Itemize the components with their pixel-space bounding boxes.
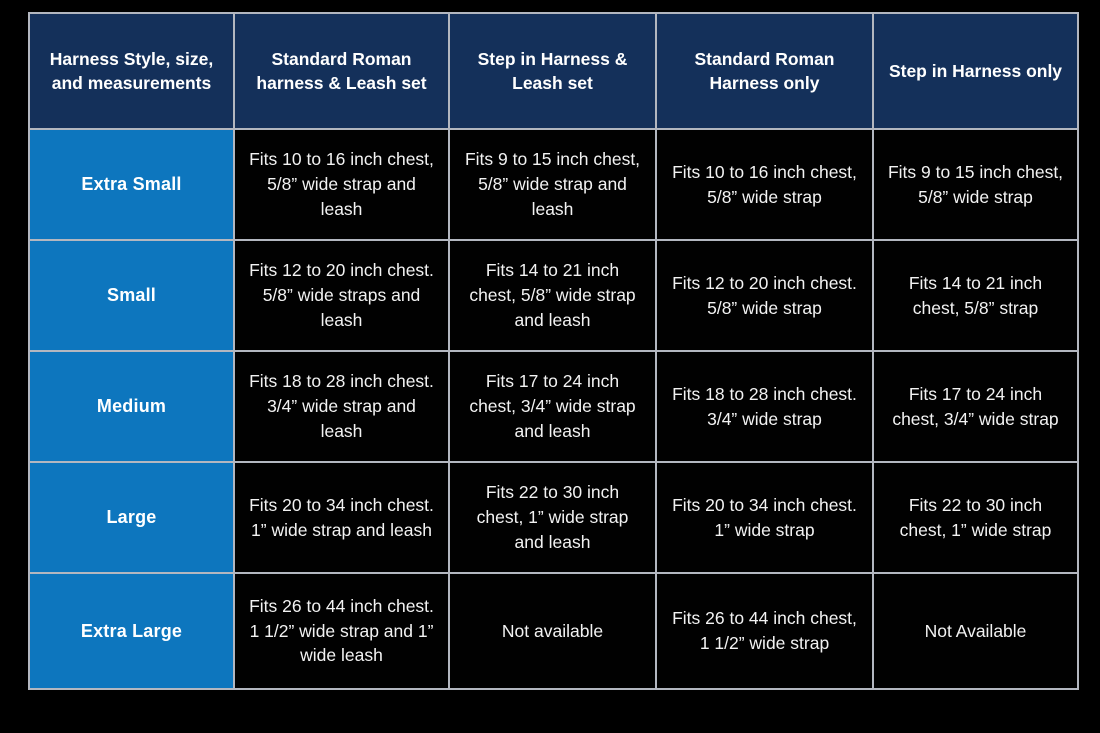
harness-size-chart: Harness Style, size, and measurements St…	[28, 12, 1079, 690]
measurement-cell: Fits 18 to 28 inch chest. 3/4” wide stra…	[233, 350, 450, 463]
size-label-extra-large: Extra Large	[28, 572, 235, 690]
measurement-cell: Fits 17 to 24 inch chest, 3/4” wide stra…	[872, 350, 1079, 463]
column-header-stepin-only: Step in Harness only	[872, 12, 1079, 130]
header-row: Harness Style, size, and measurements St…	[28, 12, 1079, 130]
column-header-roman-only: Standard Roman Harness only	[655, 12, 874, 130]
measurement-cell: Fits 20 to 34 inch chest. 1” wide strap	[655, 461, 874, 574]
measurement-cell: Fits 9 to 15 inch chest, 5/8” wide strap	[872, 128, 1079, 241]
table-row-extra-small: Extra Small Fits 10 to 16 inch chest, 5/…	[28, 128, 1079, 241]
measurement-cell: Fits 26 to 44 inch chest. 1 1/2” wide st…	[233, 572, 450, 690]
table-row-extra-large: Extra Large Fits 26 to 44 inch chest. 1 …	[28, 572, 1079, 690]
measurement-cell: Not Available	[872, 572, 1079, 690]
table-row-large: Large Fits 20 to 34 inch chest. 1” wide …	[28, 461, 1079, 574]
table-row-medium: Medium Fits 18 to 28 inch chest. 3/4” wi…	[28, 350, 1079, 463]
measurement-cell: Fits 12 to 20 inch chest. 5/8” wide stra…	[655, 239, 874, 352]
measurement-cell: Fits 17 to 24 inch chest, 3/4” wide stra…	[448, 350, 657, 463]
size-label-medium: Medium	[28, 350, 235, 463]
measurement-cell: Fits 10 to 16 inch chest, 5/8” wide stra…	[233, 128, 450, 241]
size-label-extra-small: Extra Small	[28, 128, 235, 241]
measurement-cell: Fits 22 to 30 inch chest, 1” wide strap	[872, 461, 1079, 574]
table-row-small: Small Fits 12 to 20 inch chest. 5/8” wid…	[28, 239, 1079, 352]
measurement-cell: Fits 10 to 16 inch chest, 5/8” wide stra…	[655, 128, 874, 241]
column-header-roman-leash-set: Standard Roman harness & Leash set	[233, 12, 450, 130]
measurement-cell: Not available	[448, 572, 657, 690]
column-header-style-size: Harness Style, size, and measurements	[28, 12, 235, 130]
measurement-cell: Fits 12 to 20 inch chest. 5/8” wide stra…	[233, 239, 450, 352]
measurement-cell: Fits 18 to 28 inch chest. 3/4” wide stra…	[655, 350, 874, 463]
measurement-cell: Fits 20 to 34 inch chest. 1” wide strap …	[233, 461, 450, 574]
measurement-cell: Fits 22 to 30 inch chest, 1” wide strap …	[448, 461, 657, 574]
measurement-cell: Fits 26 to 44 inch chest, 1 1/2” wide st…	[655, 572, 874, 690]
measurement-cell: Fits 14 to 21 inch chest, 5/8” strap	[872, 239, 1079, 352]
measurement-cell: Fits 14 to 21 inch chest, 5/8” wide stra…	[448, 239, 657, 352]
column-header-stepin-leash-set: Step in Harness & Leash set	[448, 12, 657, 130]
size-label-large: Large	[28, 461, 235, 574]
size-label-small: Small	[28, 239, 235, 352]
measurement-cell: Fits 9 to 15 inch chest, 5/8” wide strap…	[448, 128, 657, 241]
